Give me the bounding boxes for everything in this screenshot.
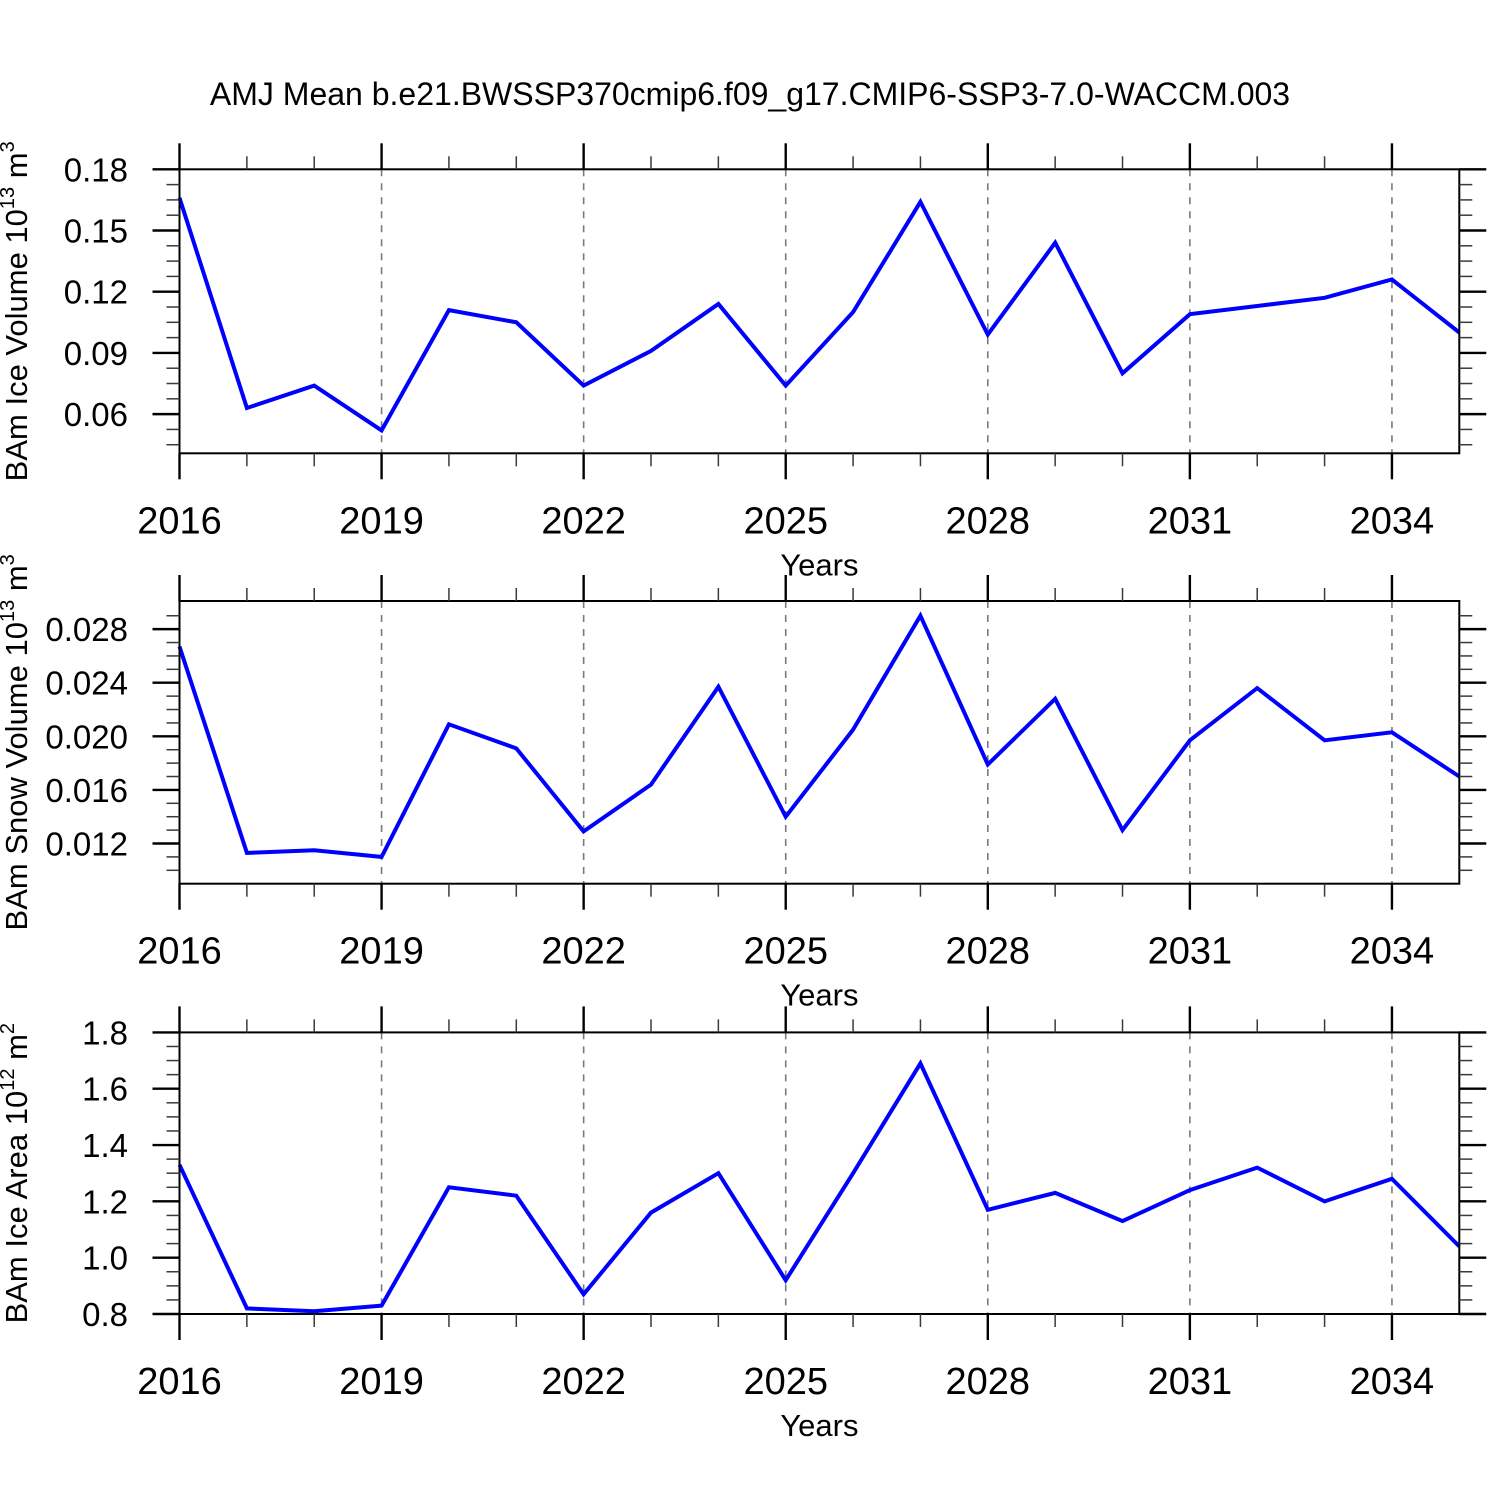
series-line xyxy=(177,1059,1461,1314)
y-tick-label: 0.06 xyxy=(64,396,128,433)
y-axis-title-part: 13 xyxy=(0,187,19,209)
y-axis-title-part: m xyxy=(0,152,34,186)
plot-title: AMJ Mean b.e21.BWSSP370cmip6.f09_g17.CMI… xyxy=(209,76,1291,112)
x-tick-label: 2025 xyxy=(743,500,828,542)
x-tick-label: 2016 xyxy=(137,931,222,973)
y-tick-label: 0.024 xyxy=(45,665,128,702)
x-tick-label: 2022 xyxy=(541,1361,626,1403)
series-line xyxy=(177,197,1461,434)
y-axis-title-part: BAm Snow Volume 10 xyxy=(0,622,34,930)
x-tick-label: 2034 xyxy=(1350,500,1435,542)
y-tick-label: 1.8 xyxy=(82,1014,128,1051)
y-tick-label: 0.09 xyxy=(64,335,128,372)
y-tick-label: 0.016 xyxy=(45,772,128,809)
axis-frame xyxy=(178,168,1461,455)
x-tick-label: 2031 xyxy=(1148,931,1233,973)
y-axis-title-part: 2 xyxy=(0,1023,19,1034)
y-tick-label: 0.15 xyxy=(64,213,128,250)
x-tick-label: 2022 xyxy=(541,500,626,542)
x-tick-label: 2034 xyxy=(1350,931,1435,973)
x-tick-label: 2031 xyxy=(1148,1361,1233,1403)
y-axis-title-part: 3 xyxy=(0,554,19,565)
x-tick-label: 2028 xyxy=(946,931,1031,973)
x-tick-label: 2019 xyxy=(339,500,424,542)
y-axis-title: BAm Ice Area 1012 m2 xyxy=(0,1023,34,1323)
x-tick-label: 2034 xyxy=(1350,1361,1435,1403)
y-axis-title: BAm Ice Volume 1013 m3 xyxy=(0,141,34,481)
x-tick-label: 2019 xyxy=(339,931,424,973)
x-tick-label: 2016 xyxy=(137,500,222,542)
x-tick-label: 2022 xyxy=(541,931,626,973)
y-tick-label: 1.0 xyxy=(82,1240,128,1277)
x-tick-label: 2019 xyxy=(339,1361,424,1403)
y-axis-title-part: BAm Ice Area 10 xyxy=(0,1091,34,1324)
x-axis-title: Years xyxy=(780,547,858,582)
y-tick-label: 0.020 xyxy=(45,718,128,755)
x-tick-label: 2031 xyxy=(1148,500,1233,542)
y-axis-title-part: m xyxy=(0,565,34,599)
y-axis-title: BAm Snow Volume 1013 m3 xyxy=(0,554,34,930)
y-tick-label: 1.6 xyxy=(82,1071,128,1108)
y-tick-label: 0.12 xyxy=(64,274,128,311)
y-axis-title-part: 3 xyxy=(0,141,19,152)
x-axis-title: Years xyxy=(780,978,858,1013)
series-line xyxy=(177,611,1461,860)
y-axis-title-part: 12 xyxy=(0,1069,19,1091)
y-tick-label: 1.2 xyxy=(82,1183,128,1220)
x-tick-label: 2025 xyxy=(743,1361,828,1403)
axis-frame xyxy=(178,600,1461,885)
x-axis-title: Years xyxy=(780,1408,858,1443)
y-axis-title-part: BAm Ice Volume 10 xyxy=(0,209,34,481)
y-tick-label: 1.4 xyxy=(82,1127,128,1164)
x-tick-label: 2028 xyxy=(946,500,1031,542)
x-tick-label: 2025 xyxy=(743,931,828,973)
y-axis-title-part: 13 xyxy=(0,600,19,622)
y-tick-label: 0.028 xyxy=(45,611,128,648)
y-tick-label: 0.012 xyxy=(45,826,128,863)
y-tick-label: 0.18 xyxy=(64,151,128,188)
y-axis-title-part: m xyxy=(0,1034,34,1068)
y-tick-label: 0.8 xyxy=(82,1296,128,1333)
x-tick-label: 2016 xyxy=(137,1361,222,1403)
x-tick-label: 2028 xyxy=(946,1361,1031,1403)
